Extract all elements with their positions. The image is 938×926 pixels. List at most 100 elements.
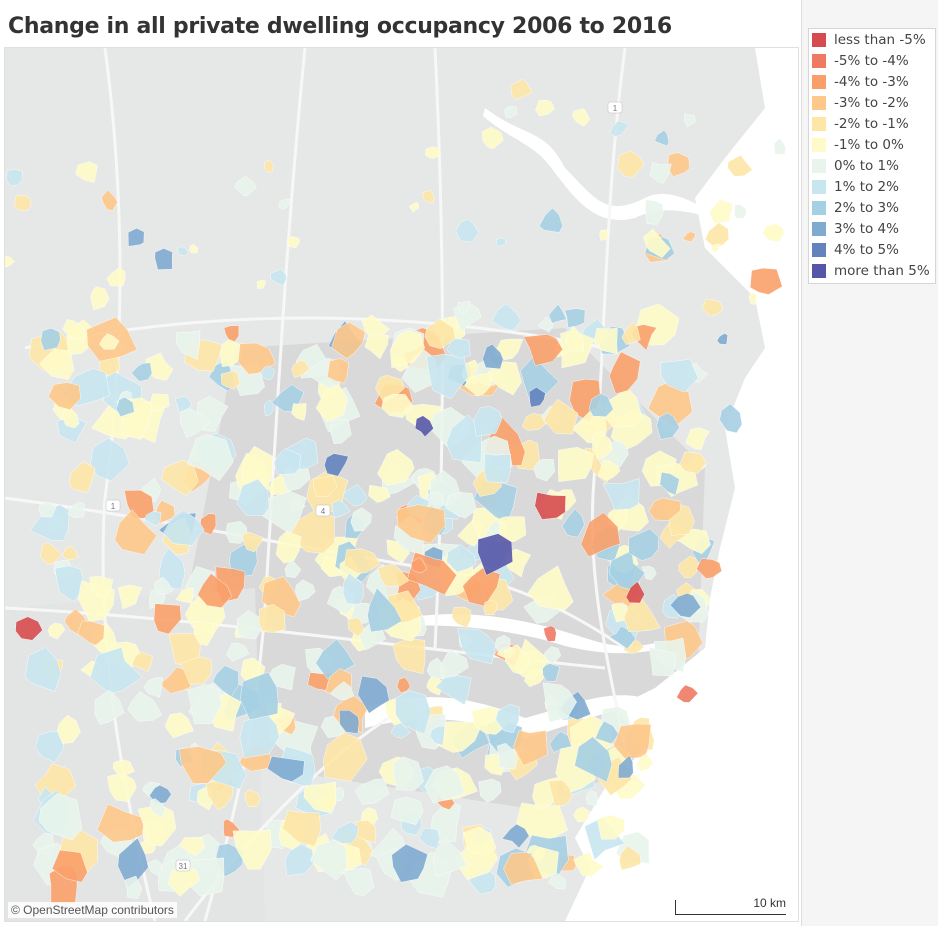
region[interactable] [411,557,427,574]
region[interactable] [393,756,424,791]
region[interactable] [295,579,316,602]
region[interactable] [303,781,337,814]
region[interactable] [164,712,194,739]
legend-item[interactable]: 3% to 4% [809,218,935,239]
region[interactable] [656,412,680,440]
region[interactable] [258,604,286,633]
region[interactable] [572,108,591,127]
region[interactable] [99,333,120,350]
region[interactable] [381,394,414,418]
region[interactable] [483,599,498,615]
region[interactable] [513,729,548,766]
legend-item[interactable]: -4% to -3% [809,71,935,92]
region[interactable] [573,851,604,877]
region[interactable] [313,475,338,498]
region[interactable] [422,189,435,204]
region[interactable] [548,303,567,324]
region[interactable] [599,229,610,241]
region[interactable] [270,268,287,287]
region[interactable] [264,159,274,173]
region[interactable] [424,765,465,804]
region[interactable] [523,334,563,366]
region[interactable] [62,406,80,429]
region[interactable] [463,826,497,855]
region[interactable] [192,621,214,646]
region[interactable] [324,453,349,477]
region[interactable] [535,99,555,117]
region[interactable] [342,573,364,605]
region[interactable] [350,507,372,532]
legend-item[interactable]: 2% to 3% [809,197,935,218]
region[interactable] [94,689,125,725]
legend-item[interactable]: more than 5% [809,260,935,281]
legend-item[interactable]: 1% to 2% [809,176,935,197]
region[interactable] [212,665,239,697]
region[interactable] [239,713,280,759]
region[interactable] [392,638,426,675]
region[interactable] [710,243,721,253]
region[interactable] [158,547,186,590]
region[interactable] [163,509,205,546]
legend-item[interactable]: -1% to 0% [809,134,935,155]
region[interactable] [390,796,424,825]
region[interactable] [144,511,162,527]
region[interactable] [278,198,291,210]
region[interactable] [342,868,375,897]
region[interactable] [256,280,267,289]
region[interactable] [329,418,352,445]
map-view[interactable]: 1 4 31 1 © OpenStreetMap contributors 10 km [4,47,799,922]
region[interactable] [594,720,619,745]
region[interactable] [90,286,110,311]
region[interactable] [705,222,729,248]
region[interactable] [481,126,504,150]
region[interactable] [501,823,530,849]
region[interactable] [609,351,641,395]
region[interactable] [602,478,640,511]
region[interactable] [347,617,365,637]
region[interactable] [491,303,522,331]
region[interactable] [339,710,360,734]
region[interactable] [478,778,502,803]
region[interactable] [232,829,272,870]
region[interactable] [24,647,62,692]
region[interactable] [5,255,16,268]
region[interactable] [628,528,659,561]
region[interactable] [462,567,501,607]
region[interactable] [56,714,81,744]
region[interactable] [414,415,434,437]
region[interactable] [354,778,390,805]
region[interactable] [679,451,707,474]
region[interactable] [127,227,145,247]
region[interactable] [580,512,621,558]
region[interactable] [654,129,670,147]
region[interactable] [528,386,546,408]
region[interactable] [433,838,468,877]
region[interactable] [5,168,23,187]
region[interactable] [75,161,98,184]
region[interactable] [154,577,174,595]
region[interactable] [15,616,43,641]
region[interactable] [112,759,135,778]
region[interactable] [40,327,61,351]
region[interactable] [38,348,75,380]
region[interactable] [323,732,368,782]
region[interactable] [48,382,81,411]
region[interactable] [734,204,747,219]
region[interactable] [484,453,512,484]
region[interactable] [425,146,441,159]
region[interactable] [377,563,410,587]
region[interactable] [418,827,441,849]
region[interactable] [574,736,613,783]
region[interactable] [189,244,199,254]
region[interactable] [77,620,105,646]
region[interactable] [143,677,164,698]
region[interactable] [521,413,546,431]
region[interactable] [273,448,301,475]
region[interactable] [343,548,381,574]
region[interactable] [291,403,307,421]
region[interactable] [435,674,472,706]
region[interactable] [649,162,672,184]
region[interactable] [331,499,351,519]
region[interactable] [90,437,130,482]
region[interactable] [408,201,420,213]
